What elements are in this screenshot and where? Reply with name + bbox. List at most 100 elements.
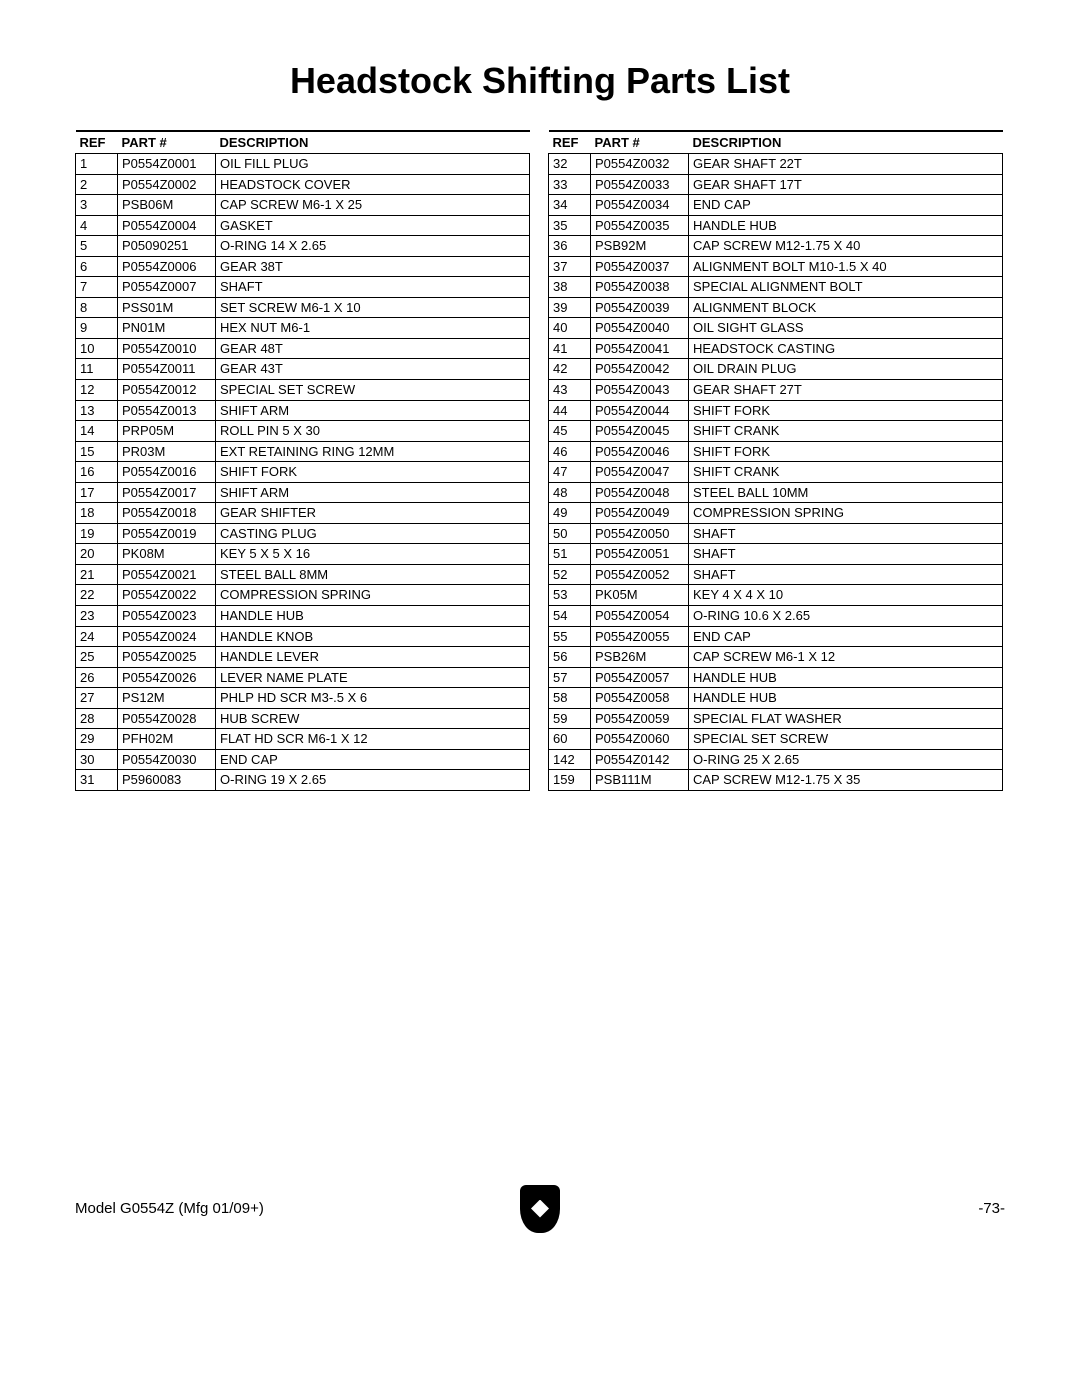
cell-desc: HANDLE HUB: [689, 688, 1003, 709]
cell-desc: CAP SCREW M12-1.75 X 40: [689, 236, 1003, 257]
cell-ref: 2: [76, 174, 118, 195]
cell-desc: END CAP: [689, 626, 1003, 647]
table-row: 55P0554Z0055END CAP: [549, 626, 1003, 647]
cell-desc: FLAT HD SCR M6-1 X 12: [216, 729, 530, 750]
cell-part: PRP05M: [118, 421, 216, 442]
parts-table-left: REF PART # DESCRIPTION 1P0554Z0001OIL FI…: [75, 130, 530, 791]
cell-desc: HEX NUT M6-1: [216, 318, 530, 339]
table-row: 45P0554Z0045SHIFT CRANK: [549, 421, 1003, 442]
table-row: 47P0554Z0047SHIFT CRANK: [549, 462, 1003, 483]
cell-desc: SHIFT FORK: [689, 400, 1003, 421]
table-row: 31P5960083O-RING 19 X 2.65: [76, 770, 530, 791]
cell-part: P0554Z0017: [118, 482, 216, 503]
table-row: 2P0554Z0002HEADSTOCK COVER: [76, 174, 530, 195]
table-row: 142P0554Z0142O-RING 25 X 2.65: [549, 749, 1003, 770]
cell-part: P0554Z0041: [591, 338, 689, 359]
cell-part: P0554Z0010: [118, 338, 216, 359]
cell-ref: 44: [549, 400, 591, 421]
table-row: 23P0554Z0023HANDLE HUB: [76, 606, 530, 627]
cell-desc: O-RING 10.6 X 2.65: [689, 606, 1003, 627]
cell-part: PR03M: [118, 441, 216, 462]
cell-ref: 21: [76, 564, 118, 585]
col-header-desc: DESCRIPTION: [216, 131, 530, 154]
col-header-part: PART #: [591, 131, 689, 154]
cell-desc: HANDLE HUB: [689, 215, 1003, 236]
table-row: 16P0554Z0016SHIFT FORK: [76, 462, 530, 483]
cell-ref: 30: [76, 749, 118, 770]
cell-part: P0554Z0058: [591, 688, 689, 709]
table-row: 44P0554Z0044SHIFT FORK: [549, 400, 1003, 421]
cell-part: PSS01M: [118, 297, 216, 318]
table-row: 39P0554Z0039ALIGNMENT BLOCK: [549, 297, 1003, 318]
cell-desc: SHAFT: [689, 523, 1003, 544]
table-row: 7P0554Z0007SHAFT: [76, 277, 530, 298]
cell-part: P0554Z0028: [118, 708, 216, 729]
cell-desc: O-RING 25 X 2.65: [689, 749, 1003, 770]
cell-ref: 23: [76, 606, 118, 627]
cell-ref: 26: [76, 667, 118, 688]
cell-desc: KEY 5 X 5 X 16: [216, 544, 530, 565]
cell-desc: ROLL PIN 5 X 30: [216, 421, 530, 442]
cell-part: PS12M: [118, 688, 216, 709]
table-row: 53PK05MKEY 4 X 4 X 10: [549, 585, 1003, 606]
cell-ref: 39: [549, 297, 591, 318]
table-row: 54P0554Z0054O-RING 10.6 X 2.65: [549, 606, 1003, 627]
cell-part: P0554Z0055: [591, 626, 689, 647]
cell-desc: GEAR 43T: [216, 359, 530, 380]
cell-part: P0554Z0048: [591, 482, 689, 503]
cell-desc: STEEL BALL 10MM: [689, 482, 1003, 503]
cell-ref: 3: [76, 195, 118, 216]
cell-ref: 17: [76, 482, 118, 503]
cell-part: P0554Z0040: [591, 318, 689, 339]
table-row: 37P0554Z0037ALIGNMENT BOLT M10-1.5 X 40: [549, 256, 1003, 277]
cell-desc: LEVER NAME PLATE: [216, 667, 530, 688]
cell-part: P0554Z0045: [591, 421, 689, 442]
cell-part: P0554Z0006: [118, 256, 216, 277]
cell-ref: 53: [549, 585, 591, 606]
table-row: 34P0554Z0034END CAP: [549, 195, 1003, 216]
cell-part: P0554Z0011: [118, 359, 216, 380]
cell-ref: 6: [76, 256, 118, 277]
cell-ref: 36: [549, 236, 591, 257]
cell-desc: SHAFT: [216, 277, 530, 298]
cell-part: PSB06M: [118, 195, 216, 216]
cell-desc: SPECIAL FLAT WASHER: [689, 708, 1003, 729]
table-row: 10P0554Z0010GEAR 48T: [76, 338, 530, 359]
cell-ref: 59: [549, 708, 591, 729]
cell-desc: OIL SIGHT GLASS: [689, 318, 1003, 339]
table-row: 3PSB06MCAP SCREW M6-1 X 25: [76, 195, 530, 216]
cell-desc: SHIFT FORK: [689, 441, 1003, 462]
table-row: 49P0554Z0049COMPRESSION SPRING: [549, 503, 1003, 524]
cell-ref: 11: [76, 359, 118, 380]
table-row: 46P0554Z0046SHIFT FORK: [549, 441, 1003, 462]
cell-ref: 27: [76, 688, 118, 709]
cell-part: P0554Z0025: [118, 647, 216, 668]
table-row: 57P0554Z0057HANDLE HUB: [549, 667, 1003, 688]
cell-ref: 7: [76, 277, 118, 298]
table-row: 48P0554Z0048STEEL BALL 10MM: [549, 482, 1003, 503]
cell-desc: GEAR SHAFT 27T: [689, 380, 1003, 401]
cell-ref: 4: [76, 215, 118, 236]
cell-ref: 51: [549, 544, 591, 565]
cell-desc: EXT RETAINING RING 12MM: [216, 441, 530, 462]
cell-desc: HANDLE KNOB: [216, 626, 530, 647]
table-row: 1P0554Z0001OIL FILL PLUG: [76, 154, 530, 175]
table-row: 11P0554Z0011GEAR 43T: [76, 359, 530, 380]
col-header-desc: DESCRIPTION: [689, 131, 1003, 154]
page-title: Headstock Shifting Parts List: [75, 60, 1005, 102]
cell-desc: GEAR SHAFT 17T: [689, 174, 1003, 195]
cell-part: PSB92M: [591, 236, 689, 257]
cell-part: P0554Z0142: [591, 749, 689, 770]
cell-ref: 24: [76, 626, 118, 647]
cell-part: P0554Z0018: [118, 503, 216, 524]
table-row: 41P0554Z0041HEADSTOCK CASTING: [549, 338, 1003, 359]
cell-desc: HANDLE LEVER: [216, 647, 530, 668]
table-row: 58P0554Z0058HANDLE HUB: [549, 688, 1003, 709]
table-row: 59P0554Z0059SPECIAL FLAT WASHER: [549, 708, 1003, 729]
cell-part: P0554Z0034: [591, 195, 689, 216]
col-header-ref: REF: [76, 131, 118, 154]
cell-ref: 22: [76, 585, 118, 606]
cell-ref: 15: [76, 441, 118, 462]
cell-part: PSB26M: [591, 647, 689, 668]
table-row: 6P0554Z0006GEAR 38T: [76, 256, 530, 277]
